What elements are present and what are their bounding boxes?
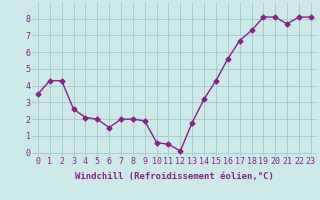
X-axis label: Windchill (Refroidissement éolien,°C): Windchill (Refroidissement éolien,°C) — [75, 172, 274, 181]
